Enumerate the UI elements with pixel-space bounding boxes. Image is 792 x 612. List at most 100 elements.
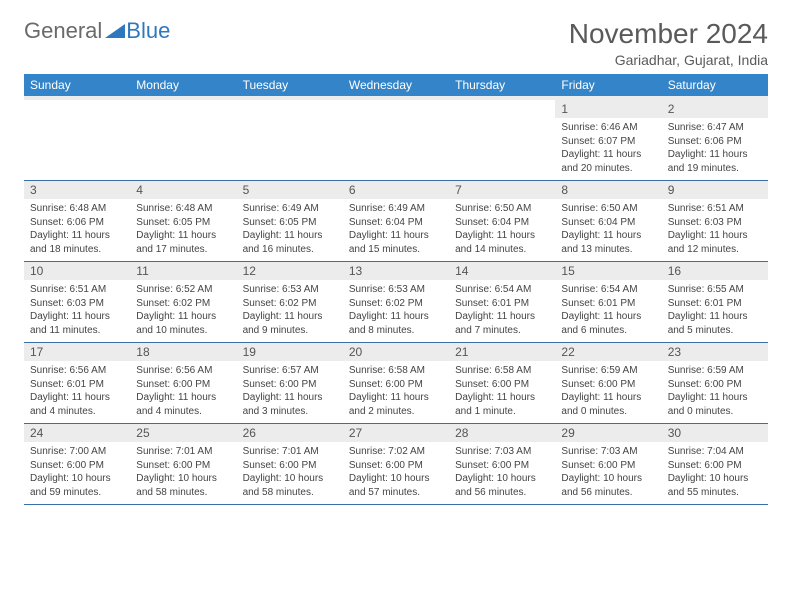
daylight-text: Daylight: 11 hours and 5 minutes. — [668, 310, 762, 337]
sunset-text: Sunset: 6:00 PM — [136, 459, 230, 473]
day-number: 7 — [449, 181, 555, 199]
sunset-text: Sunset: 6:00 PM — [668, 378, 762, 392]
sunset-text: Sunset: 6:00 PM — [455, 378, 549, 392]
sunrise-text: Sunrise: 6:52 AM — [136, 283, 230, 297]
sunset-text: Sunset: 6:04 PM — [455, 216, 549, 230]
sunrise-text: Sunrise: 7:00 AM — [30, 445, 124, 459]
calendar-cell: 14Sunrise: 6:54 AMSunset: 6:01 PMDayligh… — [449, 262, 555, 343]
sunrise-text: Sunrise: 6:57 AM — [243, 364, 337, 378]
sunrise-text: Sunrise: 6:59 AM — [668, 364, 762, 378]
day-number: 6 — [343, 181, 449, 199]
sunset-text: Sunset: 6:02 PM — [349, 297, 443, 311]
day-detail: Sunrise: 6:54 AMSunset: 6:01 PMDaylight:… — [555, 280, 661, 342]
day-detail: Sunrise: 7:00 AMSunset: 6:00 PMDaylight:… — [24, 442, 130, 504]
daylight-text: Daylight: 11 hours and 9 minutes. — [243, 310, 337, 337]
day-number: 18 — [130, 343, 236, 361]
day-number: 19 — [237, 343, 343, 361]
calendar-cell: . — [343, 100, 449, 181]
sunset-text: Sunset: 6:00 PM — [561, 459, 655, 473]
daylight-text: Daylight: 11 hours and 7 minutes. — [455, 310, 549, 337]
sunset-text: Sunset: 6:00 PM — [30, 459, 124, 473]
day-detail: Sunrise: 6:50 AMSunset: 6:04 PMDaylight:… — [555, 199, 661, 261]
daylight-text: Daylight: 11 hours and 20 minutes. — [561, 148, 655, 175]
dayhead-tue: Tuesday — [237, 74, 343, 96]
sunrise-text: Sunrise: 6:53 AM — [349, 283, 443, 297]
daylight-text: Daylight: 11 hours and 2 minutes. — [349, 391, 443, 418]
day-number: 22 — [555, 343, 661, 361]
sunset-text: Sunset: 6:01 PM — [455, 297, 549, 311]
calendar-cell: 29Sunrise: 7:03 AMSunset: 6:00 PMDayligh… — [555, 424, 661, 505]
day-detail: Sunrise: 6:49 AMSunset: 6:05 PMDaylight:… — [237, 199, 343, 261]
daylight-text: Daylight: 11 hours and 6 minutes. — [561, 310, 655, 337]
calendar-row: .....1Sunrise: 6:46 AMSunset: 6:07 PMDay… — [24, 100, 768, 181]
calendar-cell: . — [24, 100, 130, 181]
sunrise-text: Sunrise: 6:53 AM — [243, 283, 337, 297]
dayhead-sat: Saturday — [662, 74, 768, 96]
calendar-cell: 16Sunrise: 6:55 AMSunset: 6:01 PMDayligh… — [662, 262, 768, 343]
calendar-cell: 25Sunrise: 7:01 AMSunset: 6:00 PMDayligh… — [130, 424, 236, 505]
dayhead-wed: Wednesday — [343, 74, 449, 96]
day-number: 10 — [24, 262, 130, 280]
calendar-cell: 8Sunrise: 6:50 AMSunset: 6:04 PMDaylight… — [555, 181, 661, 262]
sunrise-text: Sunrise: 6:47 AM — [668, 121, 762, 135]
calendar-cell: 27Sunrise: 7:02 AMSunset: 6:00 PMDayligh… — [343, 424, 449, 505]
brand-part2: Blue — [126, 18, 170, 44]
day-detail: Sunrise: 6:58 AMSunset: 6:00 PMDaylight:… — [343, 361, 449, 423]
sunset-text: Sunset: 6:00 PM — [349, 378, 443, 392]
day-number: 5 — [237, 181, 343, 199]
brand-part1: General — [24, 18, 102, 44]
calendar-cell: 12Sunrise: 6:53 AMSunset: 6:02 PMDayligh… — [237, 262, 343, 343]
calendar-cell: 22Sunrise: 6:59 AMSunset: 6:00 PMDayligh… — [555, 343, 661, 424]
daylight-text: Daylight: 10 hours and 55 minutes. — [668, 472, 762, 499]
calendar-cell: 24Sunrise: 7:00 AMSunset: 6:00 PMDayligh… — [24, 424, 130, 505]
day-detail: Sunrise: 6:46 AMSunset: 6:07 PMDaylight:… — [555, 118, 661, 180]
sunrise-text: Sunrise: 6:56 AM — [136, 364, 230, 378]
sunrise-text: Sunrise: 6:48 AM — [136, 202, 230, 216]
day-detail: Sunrise: 7:04 AMSunset: 6:00 PMDaylight:… — [662, 442, 768, 504]
day-detail: Sunrise: 6:49 AMSunset: 6:04 PMDaylight:… — [343, 199, 449, 261]
sunrise-text: Sunrise: 6:49 AM — [243, 202, 337, 216]
dayhead-mon: Monday — [130, 74, 236, 96]
daylight-text: Daylight: 11 hours and 10 minutes. — [136, 310, 230, 337]
day-detail: Sunrise: 6:55 AMSunset: 6:01 PMDaylight:… — [662, 280, 768, 342]
day-detail: Sunrise: 6:58 AMSunset: 6:00 PMDaylight:… — [449, 361, 555, 423]
calendar-row: 24Sunrise: 7:00 AMSunset: 6:00 PMDayligh… — [24, 424, 768, 505]
day-detail: Sunrise: 6:51 AMSunset: 6:03 PMDaylight:… — [662, 199, 768, 261]
calendar-row: 17Sunrise: 6:56 AMSunset: 6:01 PMDayligh… — [24, 343, 768, 424]
sunset-text: Sunset: 6:05 PM — [243, 216, 337, 230]
day-number: 16 — [662, 262, 768, 280]
calendar-body: .....1Sunrise: 6:46 AMSunset: 6:07 PMDay… — [24, 100, 768, 505]
sunset-text: Sunset: 6:01 PM — [561, 297, 655, 311]
sunset-text: Sunset: 6:03 PM — [668, 216, 762, 230]
sunrise-text: Sunrise: 7:01 AM — [243, 445, 337, 459]
daylight-text: Daylight: 11 hours and 17 minutes. — [136, 229, 230, 256]
sunrise-text: Sunrise: 6:58 AM — [455, 364, 549, 378]
day-number: 13 — [343, 262, 449, 280]
day-number: 27 — [343, 424, 449, 442]
day-detail: Sunrise: 6:51 AMSunset: 6:03 PMDaylight:… — [24, 280, 130, 342]
sunrise-text: Sunrise: 6:48 AM — [30, 202, 124, 216]
day-number: 20 — [343, 343, 449, 361]
sunrise-text: Sunrise: 6:51 AM — [30, 283, 124, 297]
day-detail: Sunrise: 6:54 AMSunset: 6:01 PMDaylight:… — [449, 280, 555, 342]
daylight-text: Daylight: 11 hours and 19 minutes. — [668, 148, 762, 175]
daylight-text: Daylight: 11 hours and 14 minutes. — [455, 229, 549, 256]
day-number: 30 — [662, 424, 768, 442]
sunrise-text: Sunrise: 6:49 AM — [349, 202, 443, 216]
sunrise-text: Sunrise: 7:03 AM — [455, 445, 549, 459]
daylight-text: Daylight: 10 hours and 58 minutes. — [243, 472, 337, 499]
daylight-text: Daylight: 10 hours and 57 minutes. — [349, 472, 443, 499]
daylight-text: Daylight: 11 hours and 1 minute. — [455, 391, 549, 418]
sunrise-text: Sunrise: 6:54 AM — [455, 283, 549, 297]
sunset-text: Sunset: 6:06 PM — [668, 135, 762, 149]
daylight-text: Daylight: 11 hours and 15 minutes. — [349, 229, 443, 256]
day-number: 8 — [555, 181, 661, 199]
day-number: 28 — [449, 424, 555, 442]
sunrise-text: Sunrise: 7:01 AM — [136, 445, 230, 459]
dayhead-thu: Thursday — [449, 74, 555, 96]
calendar-cell: 26Sunrise: 7:01 AMSunset: 6:00 PMDayligh… — [237, 424, 343, 505]
calendar-cell: 30Sunrise: 7:04 AMSunset: 6:00 PMDayligh… — [662, 424, 768, 505]
day-number: 9 — [662, 181, 768, 199]
daylight-text: Daylight: 10 hours and 59 minutes. — [30, 472, 124, 499]
calendar-cell: 15Sunrise: 6:54 AMSunset: 6:01 PMDayligh… — [555, 262, 661, 343]
